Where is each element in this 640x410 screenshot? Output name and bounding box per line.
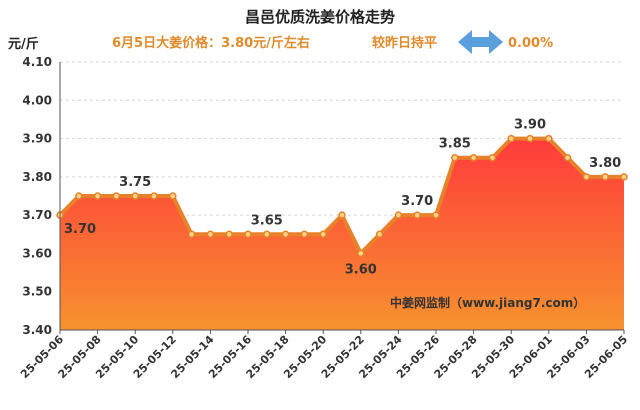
data-point [563,153,572,162]
data-point [620,173,628,181]
data-point [582,173,591,181]
data-label: 3.75 [119,175,151,190]
data-point [263,230,271,239]
data-labels: 3.70 3.75 3.65 3.60 3.70 3.85 3.90 3.80 [64,118,621,278]
data-point [225,230,233,239]
data-point [601,173,609,181]
data-point [93,192,102,200]
data-point [319,230,327,239]
data-label: 3.65 [251,213,283,228]
data-point [375,230,384,239]
data-point [413,211,421,219]
data-point [281,230,290,239]
y-tick-label: 3.60 [22,246,52,260]
chart-subtitle: 6月5日大姜价格：3.80元/斤左右 [112,35,310,51]
data-label: 3.60 [345,262,377,277]
chart-title: 昌邑优质洗姜价格走势 [245,8,395,26]
double-arrow-icon [458,30,503,54]
data-label: 3.80 [589,156,621,171]
area-fill [60,138,624,330]
y-tick-label: 3.80 [22,170,52,184]
axes [59,62,624,331]
data-label: 3.90 [514,118,546,133]
data-point [300,230,309,239]
data-point [488,153,497,162]
data-point [131,192,139,200]
data-point [338,211,346,219]
data-label: 3.70 [401,194,433,209]
data-label: 3.70 [64,222,96,237]
y-tick-labels: 3.40 3.50 3.60 3.70 3.80 3.90 4.00 4.10 [22,55,52,337]
data-point [75,192,83,200]
data-markers [56,134,628,258]
data-point [169,192,177,200]
data-point [244,230,252,239]
y-tick-label: 3.70 [22,208,52,222]
data-point [451,153,459,162]
data-point [469,153,478,162]
comparison-value: 0.00% [508,36,553,51]
data-point [526,134,534,143]
data-point [507,134,515,143]
data-point [357,249,365,258]
y-tick-label: 3.50 [22,285,52,299]
data-point [394,211,403,219]
data-point [150,192,158,200]
y-axis-label: 元/斤 [8,36,39,52]
comparison-label: 较昨日持平 [372,35,437,51]
x-tick-labels: 25-05-0625-05-0825-05-1025-05-1225-05-14… [18,330,630,381]
data-point [206,230,215,239]
data-point [187,230,196,239]
source-note: 中姜网监制（www.jiang7.com） [390,295,585,310]
data-label: 3.85 [439,137,471,152]
y-tick-label: 4.00 [22,93,52,107]
data-point [112,192,121,200]
y-tick-label: 4.10 [22,55,52,69]
data-point [432,211,440,219]
data-point [545,134,553,143]
y-tick-label: 3.90 [22,132,52,146]
y-tick-label: 3.40 [22,323,52,337]
